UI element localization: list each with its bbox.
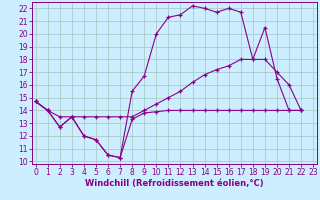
X-axis label: Windchill (Refroidissement éolien,°C): Windchill (Refroidissement éolien,°C) bbox=[85, 179, 264, 188]
